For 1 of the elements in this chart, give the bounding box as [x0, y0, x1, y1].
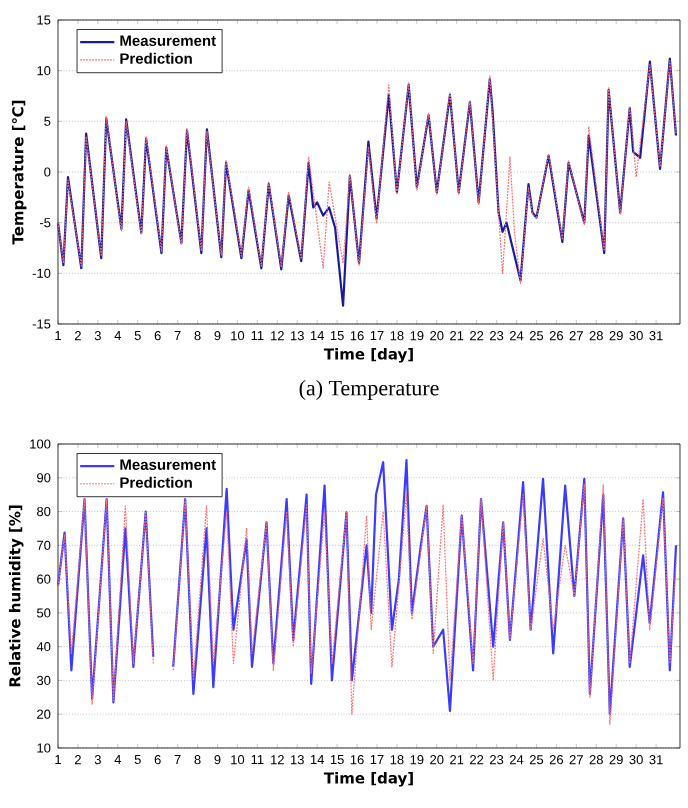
- text: (a) Temperature: [299, 380, 439, 400]
